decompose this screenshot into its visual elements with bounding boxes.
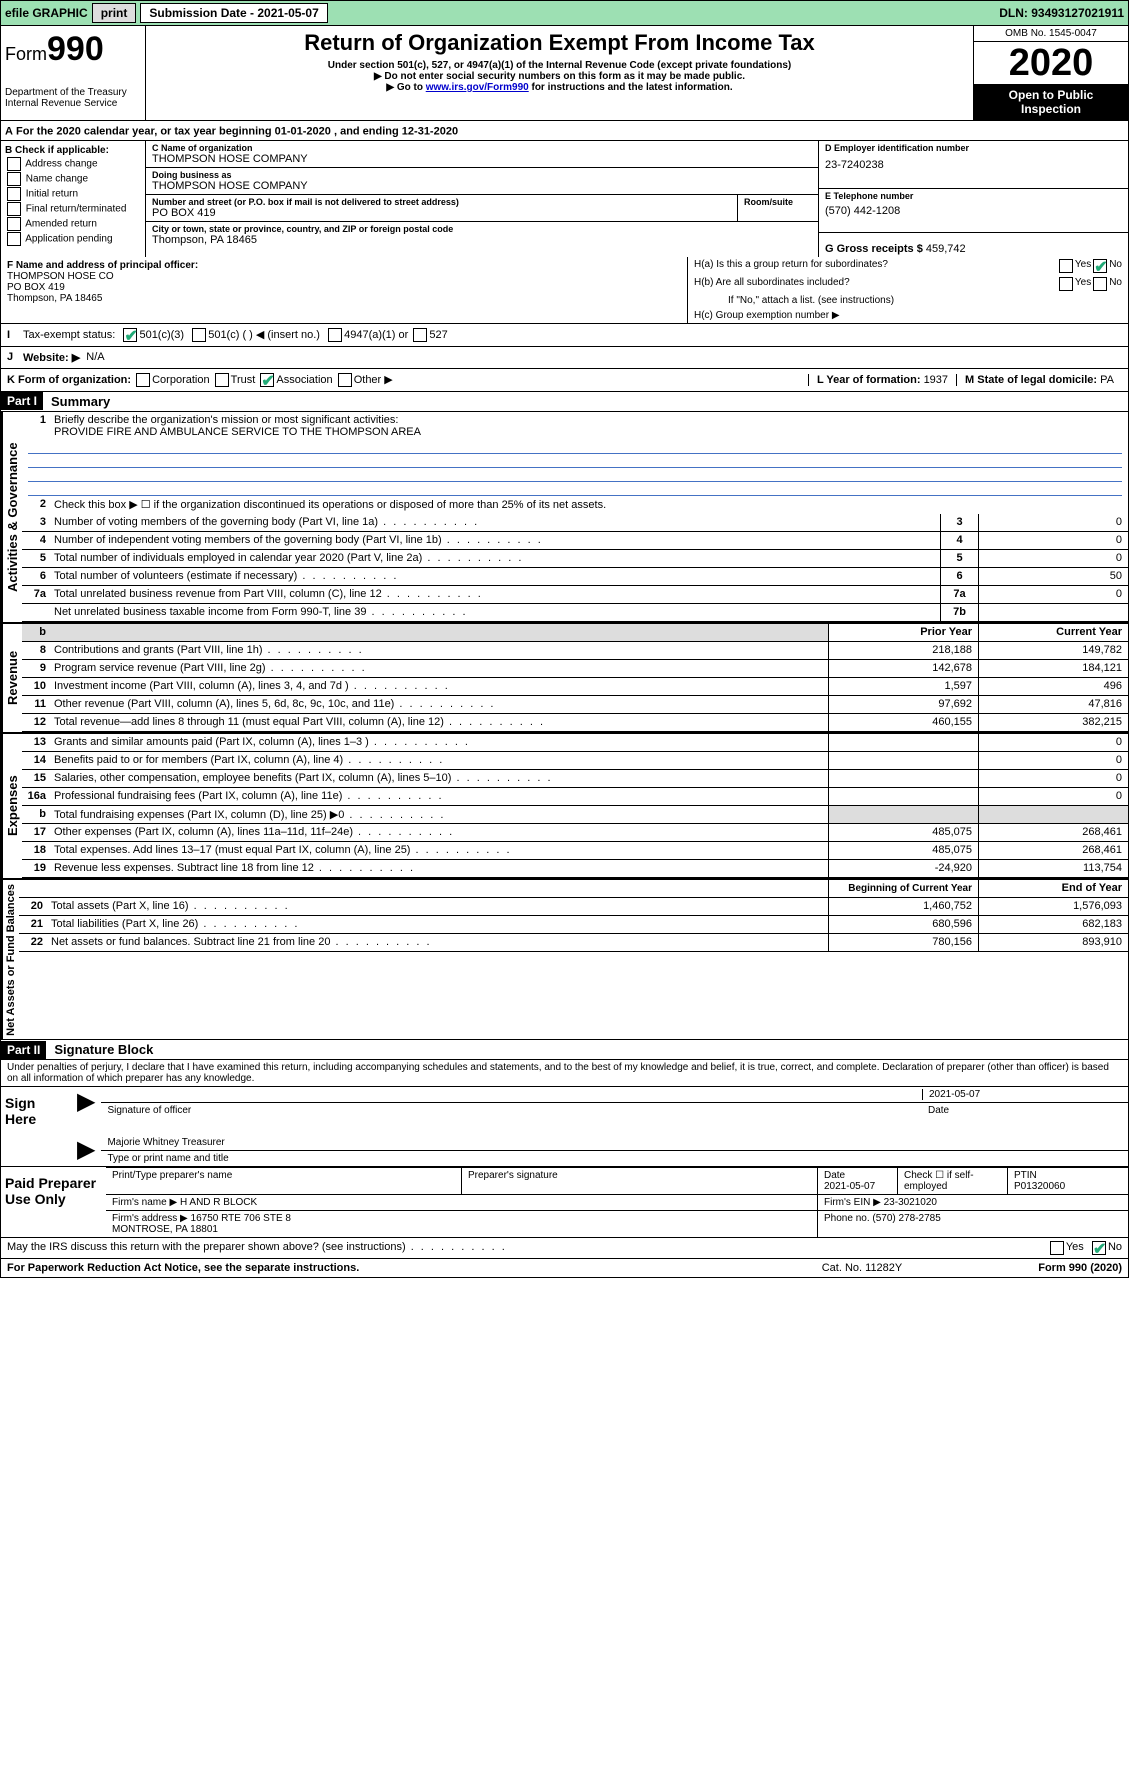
subtitle-3: ▶ Go to www.irs.gov/Form990 for instruct… — [154, 82, 965, 93]
submission-date: Submission Date - 2021-05-07 — [140, 3, 327, 23]
efile-label: efile GRAPHIC — [5, 6, 88, 20]
summary-line: 13 Grants and similar amounts paid (Part… — [22, 734, 1128, 752]
dba-name: THOMPSON HOSE COMPANY — [152, 180, 812, 192]
summary-line: Net unrelated business taxable income fr… — [22, 604, 1128, 622]
summary-line: 11 Other revenue (Part VIII, column (A),… — [22, 696, 1128, 714]
officer-signed-name: Majorie Whitney Treasurer — [107, 1137, 224, 1148]
summary-line: 3 Number of voting members of the govern… — [22, 514, 1128, 532]
side-expenses: Expenses — [1, 734, 22, 878]
year-formation: 1937 — [924, 374, 948, 386]
firm-name: H AND R BLOCK — [180, 1197, 257, 1208]
summary-line: 19 Revenue less expenses. Subtract line … — [22, 860, 1128, 878]
firm-phone: (570) 278-2785 — [872, 1213, 940, 1224]
telephone: (570) 442-1208 — [825, 205, 1122, 217]
summary-line: b Total fundraising expenses (Part IX, c… — [22, 806, 1128, 824]
mission-text: PROVIDE FIRE AND AMBULANCE SERVICE TO TH… — [54, 426, 421, 438]
form-title: Return of Organization Exempt From Incom… — [154, 30, 965, 56]
tax-period-row: A For the 2020 calendar year, or tax yea… — [0, 120, 1129, 141]
entity-info: B Check if applicable: Address change Na… — [0, 141, 1129, 257]
gross-receipts: 459,742 — [926, 243, 966, 255]
form-org-row: K Form of organization: Corporation Trus… — [0, 369, 1129, 392]
officer-group-row: F Name and address of principal officer:… — [0, 257, 1129, 324]
tax-year: 2020 — [974, 42, 1128, 84]
tax-exempt-row: I Tax-exempt status: 501(c)(3) 501(c) ( … — [0, 324, 1129, 347]
summary-line: 12 Total revenue—add lines 8 through 11 … — [22, 714, 1128, 732]
part1-header: Part I Summary — [0, 392, 1129, 412]
form-header: Form990 Department of the Treasury Inter… — [0, 26, 1129, 120]
summary-line: 7a Total unrelated business revenue from… — [22, 586, 1128, 604]
subtitle-1: Under section 501(c), 527, or 4947(a)(1)… — [154, 60, 965, 71]
summary-line: 10 Investment income (Part VIII, column … — [22, 678, 1128, 696]
summary-line: 9 Program service revenue (Part VIII, li… — [22, 660, 1128, 678]
dln: DLN: 93493127021911 — [999, 6, 1124, 20]
summary-line: 18 Total expenses. Add lines 13–17 (must… — [22, 842, 1128, 860]
website-row: J Website: ▶ N/A — [0, 347, 1129, 369]
ein: 23-7240238 — [825, 159, 1122, 171]
summary-line: 16a Professional fundraising fees (Part … — [22, 788, 1128, 806]
summary-line: 20 Total assets (Part X, line 16) 1,460,… — [19, 898, 1128, 916]
website: N/A — [86, 351, 104, 363]
box-c: C Name of organization THOMPSON HOSE COM… — [146, 141, 818, 257]
domicile-state: PA — [1100, 374, 1114, 386]
side-netassets: Net Assets or Fund Balances — [1, 880, 19, 1040]
ptin: P01320060 — [1014, 1181, 1065, 1192]
summary-line: 15 Salaries, other compensation, employe… — [22, 770, 1128, 788]
dept-treasury: Department of the Treasury Internal Reve… — [5, 87, 141, 109]
signature-block: Sign Here ▶ 2021-05-07 Signature of offi… — [0, 1087, 1129, 1167]
discuss-row: May the IRS discuss this return with the… — [0, 1238, 1129, 1259]
form-number: Form990 — [5, 30, 141, 69]
city-state-zip: Thompson, PA 18465 — [152, 234, 812, 246]
part2-header: Part II Signature Block — [0, 1040, 1129, 1060]
subtitle-2: ▶ Do not enter social security numbers o… — [154, 71, 965, 82]
open-inspection: Open to Public Inspection — [974, 84, 1128, 120]
side-revenue: Revenue — [1, 624, 22, 732]
summary-line: 8 Contributions and grants (Part VIII, l… — [22, 642, 1128, 660]
street-address: PO BOX 419 — [152, 207, 731, 219]
officer-name: THOMPSON HOSE CO — [7, 271, 114, 282]
perjury-statement: Under penalties of perjury, I declare th… — [0, 1060, 1129, 1087]
summary-line: 5 Total number of individuals employed i… — [22, 550, 1128, 568]
print-button[interactable]: print — [92, 3, 137, 23]
form990-link[interactable]: www.irs.gov/Form990 — [426, 82, 529, 93]
org-name: THOMPSON HOSE COMPANY — [152, 153, 812, 165]
summary-line: 22 Net assets or fund balances. Subtract… — [19, 934, 1128, 952]
firm-ein: 23-3021020 — [884, 1197, 937, 1208]
summary-line: 14 Benefits paid to or for members (Part… — [22, 752, 1128, 770]
side-governance: Activities & Governance — [1, 412, 22, 622]
paid-preparer-block: Paid Preparer Use Only Print/Type prepar… — [0, 1167, 1129, 1238]
box-b: B Check if applicable: Address change Na… — [1, 141, 146, 257]
summary-line: 21 Total liabilities (Part X, line 26) 6… — [19, 916, 1128, 934]
summary-line: 17 Other expenses (Part IX, column (A), … — [22, 824, 1128, 842]
summary-line: 4 Number of independent voting members o… — [22, 532, 1128, 550]
box-de: D Employer identification number 23-7240… — [818, 141, 1128, 257]
page-footer: For Paperwork Reduction Act Notice, see … — [0, 1259, 1129, 1278]
omb-number: OMB No. 1545-0047 — [974, 26, 1128, 42]
summary-line: 6 Total number of volunteers (estimate i… — [22, 568, 1128, 586]
efile-topbar: efile GRAPHIC print Submission Date - 20… — [0, 0, 1129, 26]
